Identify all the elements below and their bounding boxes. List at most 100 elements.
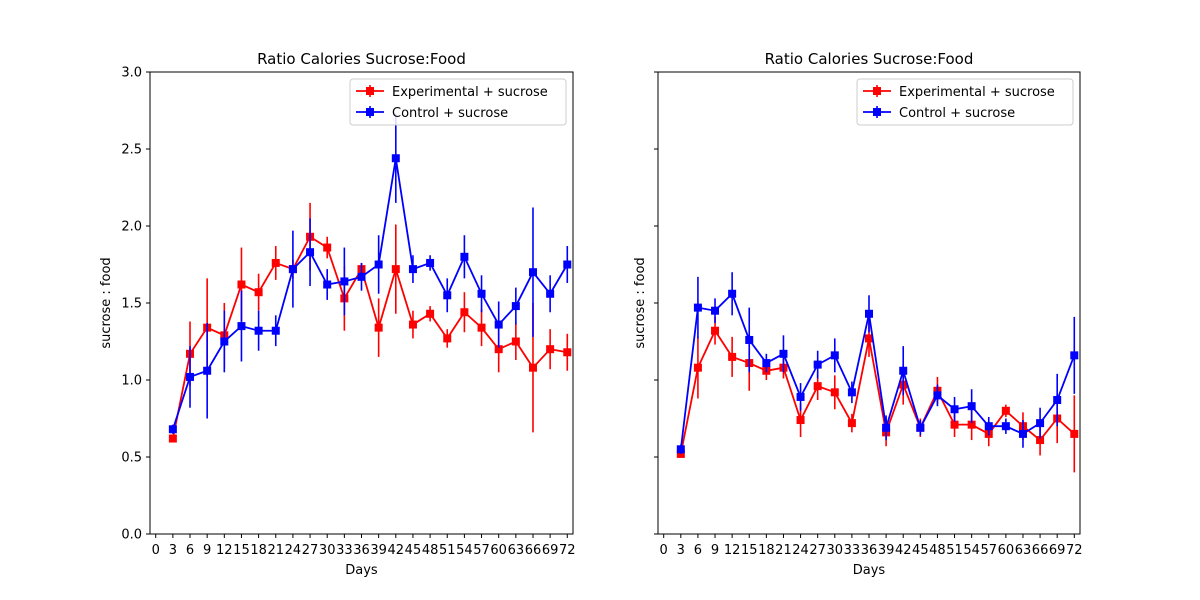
- data-point: [494, 320, 503, 329]
- x-tick-label: 66: [1032, 543, 1049, 558]
- x-tick-label: 57: [473, 543, 490, 558]
- legend-marker: [873, 108, 881, 116]
- x-tick-label: 18: [250, 543, 267, 558]
- x-tick-label: 0: [660, 543, 668, 558]
- x-tick-label: 3: [169, 543, 177, 558]
- x-tick-label: 36: [353, 543, 370, 558]
- x-tick-label: 0: [152, 543, 160, 558]
- x-tick-label: 6: [186, 543, 194, 558]
- plot-frame: [149, 71, 574, 535]
- data-point: [676, 445, 685, 454]
- data-point: [408, 320, 417, 329]
- x-tick-label: 69: [542, 543, 559, 558]
- x-tick-label: 51: [946, 543, 963, 558]
- series-1: [168, 202, 572, 443]
- x-tick-label: 36: [861, 543, 878, 558]
- x-tick-label: 18: [758, 543, 775, 558]
- plot-frame: [657, 71, 1081, 535]
- data-point: [847, 419, 856, 428]
- x-tick-label: 9: [203, 543, 211, 558]
- data-point: [477, 323, 486, 332]
- data-point: [374, 260, 383, 269]
- x-tick-label: 24: [285, 543, 302, 558]
- data-point: [1018, 429, 1027, 438]
- x-tick-label: 72: [1066, 543, 1083, 558]
- data-point: [950, 420, 959, 429]
- data-point: [693, 303, 702, 312]
- data-point: [813, 360, 822, 369]
- y-tick-label: 0.5: [121, 451, 142, 466]
- data-point: [693, 363, 702, 372]
- x-axis-label: Days: [853, 563, 886, 578]
- x-tick-label: 45: [912, 543, 929, 558]
- data-point: [1001, 406, 1010, 415]
- data-point: [511, 302, 520, 311]
- data-point: [1036, 419, 1045, 428]
- x-tick-label: 21: [267, 543, 284, 558]
- data-point: [1036, 436, 1045, 445]
- data-point: [847, 388, 856, 397]
- y-tick-label: 0.0: [121, 528, 142, 543]
- series-line: [679, 292, 1076, 450]
- data-point: [916, 423, 925, 432]
- data-point: [711, 326, 720, 335]
- legend: Experimental + sucrose Control + sucrose: [349, 78, 567, 126]
- data-point: [762, 359, 771, 368]
- x-tick-label: 30: [319, 543, 336, 558]
- data-point: [563, 260, 572, 269]
- x-tick-label: 63: [508, 543, 525, 558]
- x-axis-label: Days: [345, 563, 378, 578]
- x-tick-label: 42: [388, 543, 405, 558]
- x-tick-label: 69: [1049, 543, 1066, 558]
- series-1: [676, 316, 1079, 473]
- series-line: [679, 328, 1075, 455]
- series-2: [168, 113, 572, 434]
- data-point: [528, 363, 537, 372]
- data-point: [796, 416, 805, 425]
- y-tick-label: 1.0: [121, 374, 142, 389]
- data-point: [340, 277, 349, 286]
- chart-title: Ratio Calories Sucrose:Food: [257, 50, 466, 68]
- data-point: [830, 351, 839, 360]
- x-tick-label: 33: [336, 543, 353, 558]
- data-point: [323, 243, 332, 252]
- x-tick-label: 21: [775, 543, 792, 558]
- x-tick-label: 24: [792, 543, 809, 558]
- data-point: [511, 337, 520, 346]
- data-point: [203, 366, 212, 375]
- data-point: [830, 388, 839, 397]
- x-tick-label: 12: [216, 543, 233, 558]
- data-point: [728, 352, 737, 361]
- data-point: [546, 289, 555, 298]
- data-point: [426, 309, 435, 318]
- data-point: [237, 280, 246, 289]
- data-point: [374, 323, 383, 332]
- x-tick-label: 63: [1015, 543, 1032, 558]
- x-tick-label: 27: [809, 543, 826, 558]
- data-point: [1070, 351, 1079, 360]
- data-point: [546, 345, 555, 354]
- x-tick-label: 66: [525, 543, 542, 558]
- data-point: [967, 420, 976, 429]
- x-tick-label: 30: [827, 543, 844, 558]
- x-tick-label: 48: [422, 543, 439, 558]
- legend-label: Experimental + sucrose: [392, 85, 548, 100]
- legend-label: Experimental + sucrose: [899, 85, 1055, 100]
- data-point: [254, 326, 263, 335]
- data-point: [1001, 422, 1010, 431]
- x-tick-label: 15: [741, 543, 758, 558]
- x-tick-label: 33: [844, 543, 861, 558]
- data-point: [528, 268, 537, 277]
- data-point: [408, 265, 417, 274]
- data-point: [950, 405, 959, 414]
- x-tick-label: 39: [370, 543, 387, 558]
- data-point: [443, 334, 452, 343]
- legend-box: [856, 78, 1074, 126]
- x-tick-label: 42: [895, 543, 912, 558]
- data-point: [865, 309, 873, 318]
- x-tick-label: 60: [998, 543, 1015, 558]
- data-point: [357, 272, 366, 281]
- x-tick-label: 27: [302, 543, 319, 558]
- data-point: [168, 425, 177, 434]
